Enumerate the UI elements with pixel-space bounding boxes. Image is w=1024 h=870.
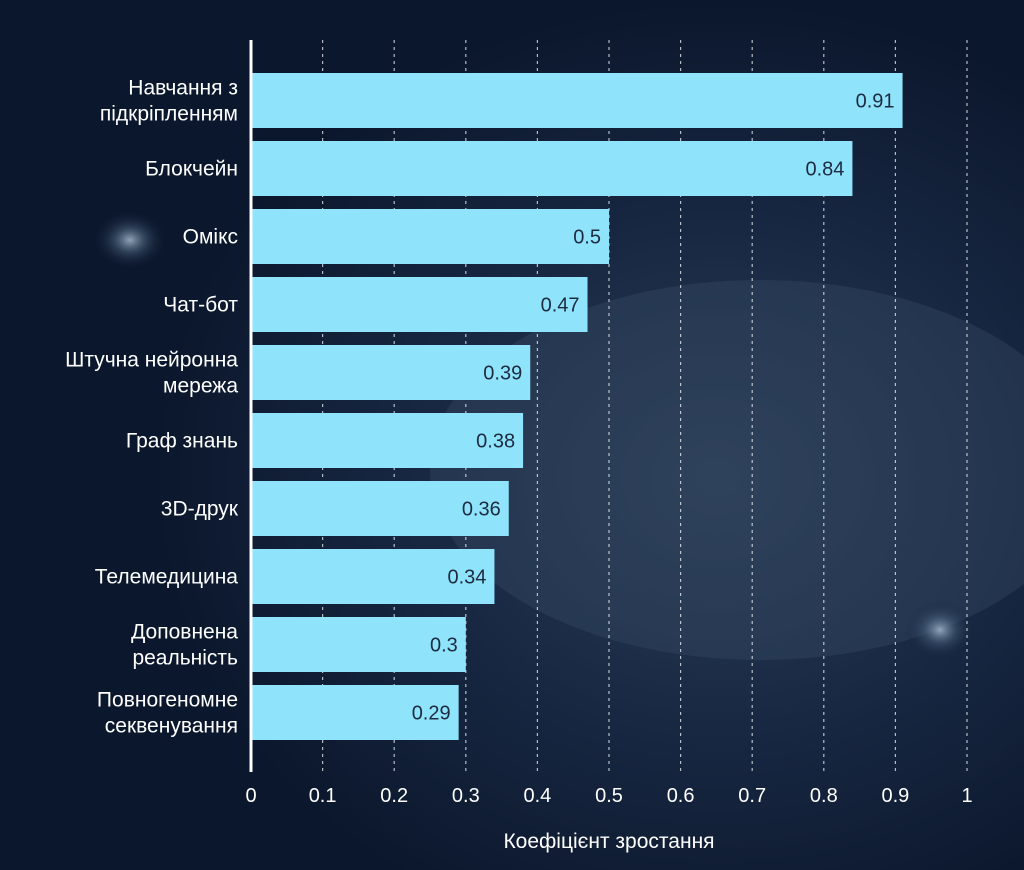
category-label: Омікс — [183, 226, 238, 249]
category-label: Доповнена реальність — [131, 621, 238, 670]
x-tick-label: 0.3 — [452, 785, 480, 807]
category-label: 3D-друк — [161, 498, 239, 521]
x-tick-label: 0.4 — [523, 785, 551, 807]
bar-value-label: 0.29 — [412, 703, 451, 725]
x-tick-label: 1 — [961, 785, 972, 807]
bar-value-label: 0.38 — [476, 431, 515, 453]
nebula-glow — [430, 280, 1024, 660]
category-label: Блокчейн — [145, 158, 238, 181]
bar — [251, 549, 495, 604]
bar-value-label: 0.5 — [573, 227, 601, 249]
galaxy-left — [92, 210, 168, 270]
category-labels: Навчання з підкріпленням Блокчейн Омікс Чат-… — [65, 77, 239, 738]
bar — [251, 277, 588, 332]
x-axis-ticks: 0 0.1 0.2 0.3 0.4 0.5 0.6 0.7 0.8 0.9 1 — [245, 785, 972, 807]
category-label: Штучна нейронна мережа — [65, 349, 238, 398]
bar-value-label: 0.39 — [483, 363, 522, 385]
x-axis-title: Коефіцієнт зростання — [503, 830, 714, 853]
bar — [251, 685, 459, 740]
category-label: Чат-бот — [163, 294, 238, 317]
bar — [251, 413, 524, 468]
bar-value-label: 0.84 — [806, 159, 845, 181]
bars: 0.91 0.84 0.5 0.47 0.39 0.38 0.36 0.34 0.3 0.29 — [251, 73, 903, 740]
x-tick-label: 0.6 — [667, 785, 695, 807]
category-label: Повногеномне секвенування — [97, 689, 238, 738]
bar — [251, 209, 609, 264]
bar-value-label: 0.36 — [462, 499, 501, 521]
x-tick-label: 0.9 — [881, 785, 909, 807]
bar-value-label: 0.3 — [430, 635, 458, 657]
bar-value-label: 0.47 — [541, 295, 580, 317]
bar — [251, 481, 509, 536]
x-tick-label: 0 — [245, 785, 256, 807]
bar — [251, 73, 903, 128]
x-tick-label: 0.5 — [595, 785, 623, 807]
category-label: Граф знань — [126, 430, 238, 453]
x-tick-label: 0.1 — [309, 785, 337, 807]
bar — [251, 617, 466, 672]
galaxy-right — [904, 600, 976, 660]
bar-value-label: 0.34 — [448, 567, 487, 589]
x-tick-label: 0.8 — [810, 785, 838, 807]
x-tick-label: 0.2 — [380, 785, 408, 807]
category-label: Телемедицина — [95, 566, 239, 589]
bar — [251, 345, 531, 400]
x-tick-label: 0.7 — [738, 785, 766, 807]
bar-value-label: 0.91 — [856, 91, 895, 113]
bar — [251, 141, 853, 196]
category-label: Навчання з підкріпленням — [100, 77, 238, 126]
